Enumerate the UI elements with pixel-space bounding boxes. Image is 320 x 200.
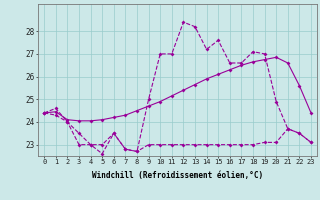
X-axis label: Windchill (Refroidissement éolien,°C): Windchill (Refroidissement éolien,°C) (92, 171, 263, 180)
